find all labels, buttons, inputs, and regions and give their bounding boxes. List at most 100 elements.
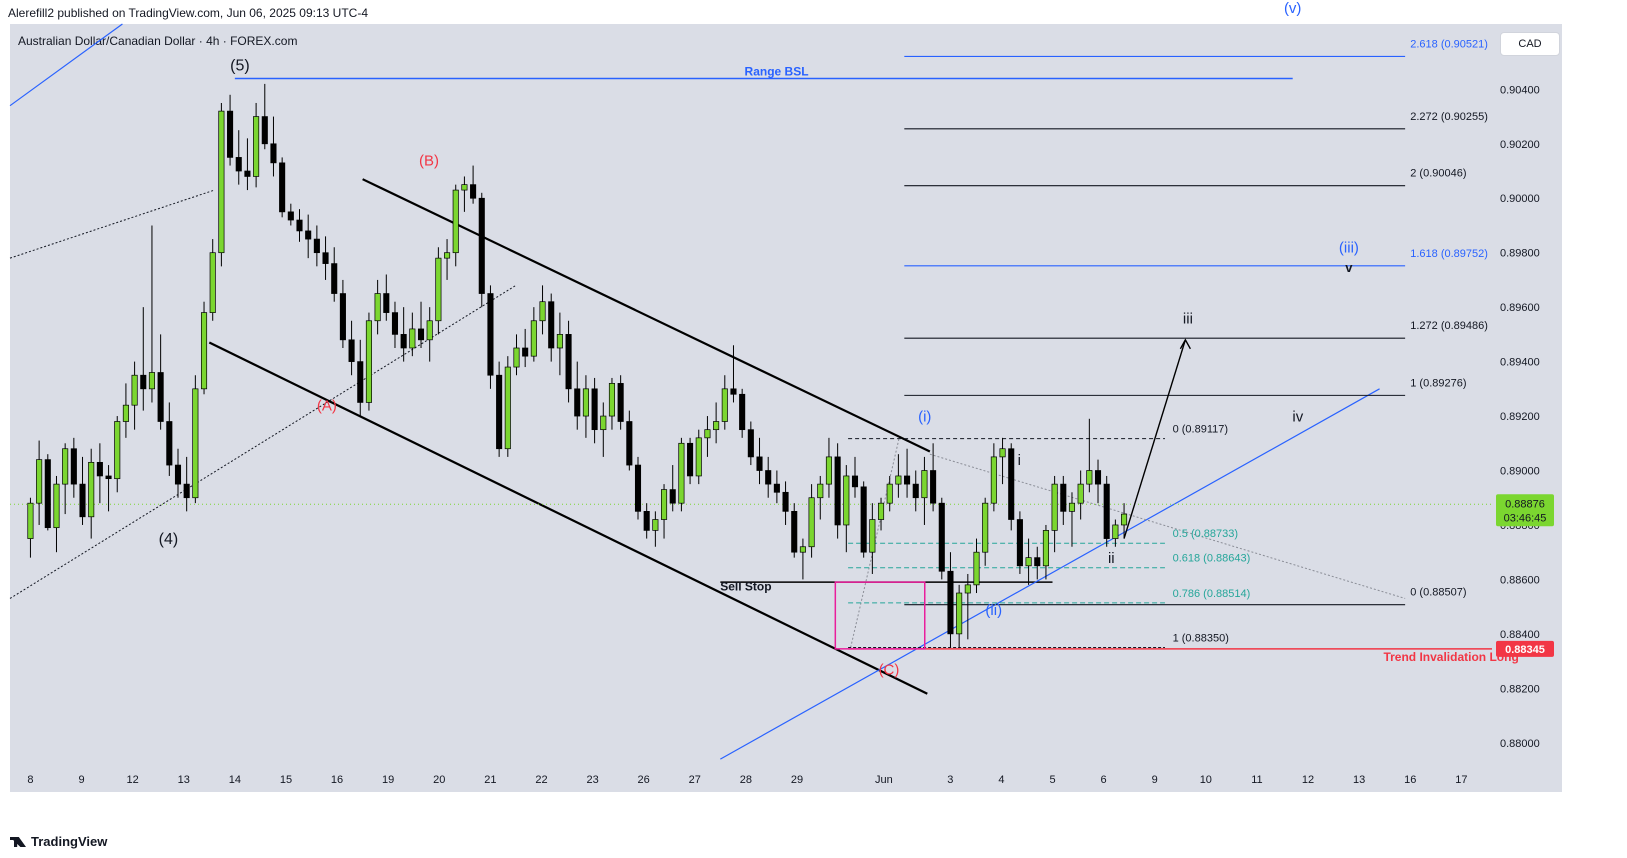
candle-body: [773, 483, 780, 493]
candle-body: [426, 320, 433, 341]
candle-body: [877, 502, 885, 520]
candle-body: [1103, 483, 1110, 539]
candle-body: [478, 197, 485, 294]
candle-body: [522, 347, 529, 357]
candle-body: [365, 320, 372, 403]
price-axis-tick: 0.89400: [1500, 357, 1540, 369]
candle-body: [600, 415, 607, 431]
fib-retracement-label: 0.618 (0.88643): [1173, 553, 1251, 565]
candle-body: [331, 263, 338, 294]
price-axis-tick: 0.88200: [1500, 683, 1540, 695]
candle-body: [192, 388, 199, 499]
time-axis-tick: 15: [280, 774, 292, 786]
fib-extension-label: 1 (0.89276): [1410, 377, 1466, 389]
candle-body: [1086, 470, 1093, 485]
candle-body: [391, 312, 399, 335]
time-axis-tick: 3: [947, 774, 953, 786]
candle-body: [461, 184, 468, 191]
time-axis-tick: 9: [78, 774, 84, 786]
fib-extension-label: 2.618 (0.90521): [1410, 38, 1488, 50]
fib-extension-label: 2 (0.90046): [1410, 168, 1466, 180]
candle-body: [62, 448, 69, 485]
candle-body: [982, 502, 989, 553]
wave-annotation: i: [1018, 452, 1021, 469]
published-by-line: Alerefill2 published on TradingView.com,…: [8, 6, 368, 20]
price-axis-tick: 0.90400: [1500, 84, 1540, 96]
last-price-value: 0.88876: [1505, 498, 1545, 510]
candle-body: [895, 475, 902, 485]
candle-body: [235, 157, 242, 172]
time-axis-tick: 26: [638, 774, 650, 786]
wave-annotation: v: [1345, 260, 1353, 275]
candle-body: [661, 489, 668, 520]
candle-body: [253, 116, 260, 177]
time-axis-tick: 17: [1455, 774, 1467, 786]
candle-body: [200, 312, 208, 390]
candle-body: [556, 334, 563, 349]
wave-annotation: (B): [419, 153, 439, 170]
time-axis-tick: 5: [1049, 774, 1055, 786]
projection-arrow-line: [1123, 339, 1187, 539]
candle-body: [669, 489, 676, 504]
fib-retracement-label: 0.786 (0.88514): [1173, 588, 1251, 600]
candle-body: [860, 486, 867, 553]
invalidation-price-badge: [1496, 640, 1554, 657]
candle-body: [921, 470, 928, 499]
candle-body: [617, 383, 624, 422]
candle-body: [1016, 519, 1023, 567]
time-axis-tick: 13: [1353, 774, 1365, 786]
wave-annotation: iii: [1183, 310, 1193, 327]
projection-arrow-head: [1179, 338, 1191, 350]
time-axis-tick: 10: [1200, 774, 1212, 786]
time-axis-tick: 22: [535, 774, 547, 786]
candle-body: [539, 301, 546, 322]
dotted-projection-line: [929, 453, 1406, 599]
time-axis-tick: 27: [689, 774, 701, 786]
wave-annotation: (4): [159, 531, 179, 548]
candle-body: [452, 189, 459, 254]
candle-body: [652, 519, 659, 531]
currency-button[interactable]: CAD: [1500, 32, 1560, 56]
price-axis-tick: 0.88000: [1500, 738, 1540, 750]
candle-body: [305, 230, 312, 240]
invalidation-price-value: 0.88345: [1505, 644, 1545, 656]
candle-body: [227, 110, 234, 158]
dotted-trend-line-upper: [9, 189, 215, 259]
candle-body: [88, 461, 95, 518]
candle-body: [825, 456, 832, 485]
candle-body: [183, 483, 190, 499]
candle-body: [930, 470, 937, 504]
time-axis-tick: 4: [998, 774, 1004, 786]
time-axis-tick: 19: [382, 774, 394, 786]
candle-body: [470, 184, 477, 199]
candle-body: [973, 551, 980, 586]
candle-body: [591, 388, 598, 431]
candle-body: [1112, 524, 1119, 539]
candle-body: [938, 502, 945, 572]
candle-body: [626, 421, 633, 466]
wave-annotation: (v): [1284, 0, 1302, 17]
candle-body: [817, 483, 824, 499]
wave-annotation: iv: [1292, 409, 1303, 426]
time-axis-tick: 29: [791, 774, 803, 786]
wave-annotation: Sell Stop: [720, 579, 771, 593]
wave-annotation: (A): [317, 398, 337, 415]
candle-body: [244, 170, 251, 177]
time-axis-tick: 14: [229, 774, 241, 786]
candle-body: [157, 372, 164, 422]
candle-body: [383, 293, 390, 313]
blue-trend-line-upper: [9, 23, 123, 107]
chart-area[interactable]: [10, 24, 1562, 792]
wave-annotation: (ii): [985, 602, 1002, 619]
candle-body: [869, 519, 876, 553]
blue-support-trendline: [720, 388, 1380, 760]
candle-body: [218, 110, 225, 254]
candle-body: [548, 301, 555, 349]
candle-body: [1060, 483, 1067, 512]
candle-body: [964, 584, 971, 594]
bar-countdown: 03:46:45: [1504, 512, 1547, 524]
candle-body: [79, 483, 86, 518]
candle-body: [574, 388, 581, 417]
candle-body: [148, 372, 155, 390]
